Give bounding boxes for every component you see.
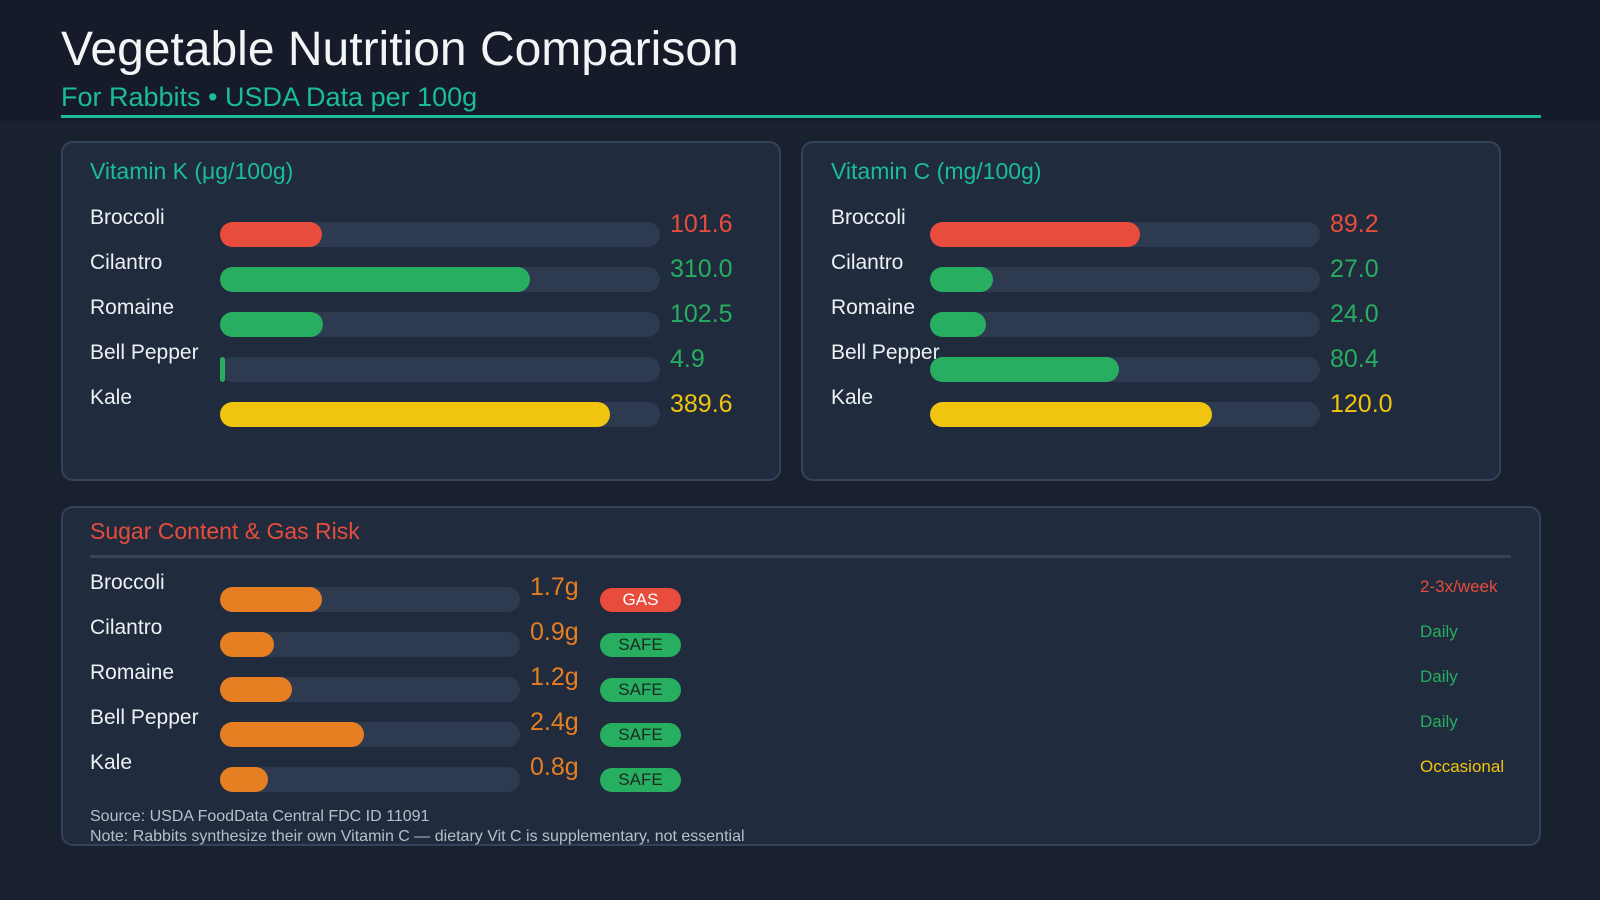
vitamin-c-bar — [930, 357, 1119, 382]
vitamin-c-bar — [930, 222, 1140, 247]
vitamin-k-track — [220, 357, 660, 382]
vitamin-c-value: 80.4 — [1330, 345, 1379, 373]
sugar-title: Sugar Content & Gas Risk — [90, 518, 360, 544]
vitamin-k-track — [220, 402, 660, 427]
feeding-frequency: Daily — [1420, 622, 1458, 641]
sugar-value: 1.7g — [530, 573, 579, 601]
feeding-frequency: Daily — [1420, 667, 1458, 686]
sugar-track — [220, 722, 520, 747]
gas-risk-badge: SAFE — [600, 633, 681, 657]
vitamin-c-value: 27.0 — [1330, 255, 1379, 283]
header-divider — [61, 115, 1541, 118]
sugar-label: Kale — [90, 751, 133, 774]
sugar-value: 2.4g — [530, 708, 579, 736]
vitamin-c-label: Broccoli — [831, 206, 906, 229]
sugar-label: Broccoli — [90, 571, 165, 594]
sugar-bar — [220, 677, 292, 702]
sugar-divider — [90, 555, 1511, 558]
vitamin-k-track — [220, 267, 660, 292]
vitamin-k-value: 102.5 — [670, 300, 733, 328]
page-subtitle: For Rabbits • USDA Data per 100g — [61, 82, 478, 112]
vitamin-c-value: 89.2 — [1330, 210, 1379, 238]
sugar-track — [220, 767, 520, 792]
vitamin-k-bar — [220, 357, 225, 382]
vitamin-c-track — [930, 222, 1320, 247]
sugar-bar — [220, 632, 274, 657]
vitamin-c-track — [930, 357, 1320, 382]
vitamin-k-title: Vitamin K (μg/100g) — [90, 158, 294, 184]
vitamin-k-value: 101.6 — [670, 210, 733, 238]
sugar-bar — [220, 722, 364, 747]
vitamin-c-bar — [930, 267, 994, 292]
vitamin-c-track — [930, 267, 1320, 292]
vitamin-k-bar — [220, 402, 610, 427]
vitamin-k-label: Bell Pepper — [90, 341, 199, 364]
gas-risk-badge: SAFE — [600, 678, 681, 702]
header-band — [0, 0, 1600, 121]
vitamin-k-track — [220, 312, 660, 337]
vitamin-c-title: Vitamin C (mg/100g) — [831, 158, 1042, 184]
vitamin-c-bar — [930, 402, 1212, 427]
sugar-track — [220, 587, 520, 612]
sugar-value: 1.2g — [530, 663, 579, 691]
sugar-bar — [220, 767, 268, 792]
feeding-frequency: 2-3x/week — [1420, 577, 1498, 596]
vitamin-k-bar — [220, 267, 530, 292]
sugar-label: Romaine — [90, 661, 175, 684]
gas-risk-badge: GAS — [600, 588, 681, 612]
vitamin-c-value: 120.0 — [1330, 390, 1393, 418]
vitamin-k-label: Romaine — [90, 296, 175, 319]
sugar-label: Cilantro — [90, 616, 163, 639]
vitamin-k-track — [220, 222, 660, 247]
source-note: Source: USDA FoodData Central FDC ID 110… — [90, 808, 430, 825]
vitamin-k-bar — [220, 312, 323, 337]
vitamin-c-value: 24.0 — [1330, 300, 1379, 328]
vitamin-c-label: Kale — [831, 386, 874, 409]
vitamin-c-label: Bell Pepper — [831, 341, 940, 364]
vitamin-k-label: Broccoli — [90, 206, 165, 229]
sugar-track — [220, 632, 520, 657]
vitamin-k-label: Cilantro — [90, 251, 163, 274]
vitamin-c-note: Note: Rabbits synthesize their own Vitam… — [90, 828, 745, 845]
feeding-frequency: Daily — [1420, 712, 1458, 731]
sugar-label: Bell Pepper — [90, 706, 199, 729]
vitamin-c-track — [930, 402, 1320, 427]
gas-risk-badge: SAFE — [600, 768, 681, 792]
sugar-value: 0.9g — [530, 618, 579, 646]
feeding-frequency: Occasional — [1420, 757, 1505, 776]
page-title: Vegetable Nutrition Comparison — [61, 23, 739, 76]
vitamin-k-value: 4.9 — [670, 345, 705, 373]
vitamin-c-label: Cilantro — [831, 251, 904, 274]
vitamin-k-label: Kale — [90, 386, 133, 409]
vitamin-k-bar — [220, 222, 322, 247]
sugar-bar — [220, 587, 322, 612]
vitamin-c-bar — [930, 312, 987, 337]
vitamin-c-track — [930, 312, 1320, 337]
vitamin-c-label: Romaine — [831, 296, 916, 319]
vitamin-k-value: 310.0 — [670, 255, 733, 283]
sugar-track — [220, 677, 520, 702]
gas-risk-badge: SAFE — [600, 723, 681, 747]
vitamin-k-value: 389.6 — [670, 390, 733, 418]
sugar-value: 0.8g — [530, 753, 579, 781]
